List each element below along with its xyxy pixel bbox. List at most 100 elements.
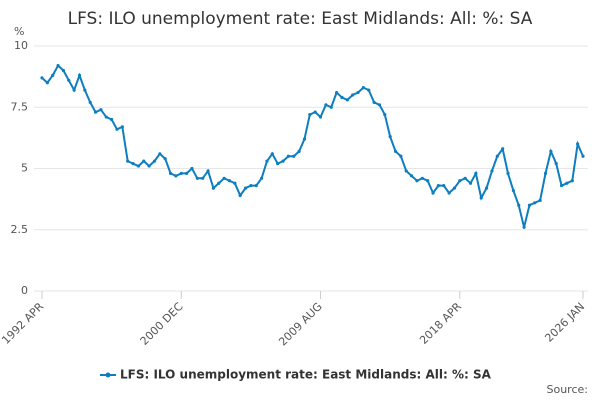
x-tick-label: 2000 DEC <box>138 300 186 348</box>
point <box>399 154 403 158</box>
point <box>576 142 580 146</box>
point <box>490 169 494 173</box>
point <box>506 171 510 175</box>
point <box>559 184 564 188</box>
point <box>318 115 323 119</box>
point <box>426 179 430 183</box>
point <box>206 169 210 173</box>
point <box>249 184 253 188</box>
point <box>83 88 87 92</box>
point <box>201 176 205 180</box>
point <box>163 157 167 161</box>
x-tick-label: 1992 APR <box>0 300 46 347</box>
point <box>147 164 151 168</box>
x-tick-label: 2018 APR <box>417 300 464 347</box>
point <box>243 186 248 190</box>
point <box>511 188 515 193</box>
point <box>533 201 537 205</box>
point <box>131 162 135 166</box>
point <box>442 184 446 188</box>
point <box>543 171 548 175</box>
point <box>420 176 424 180</box>
point <box>447 191 451 195</box>
point <box>195 176 199 180</box>
point <box>361 86 365 90</box>
point <box>463 176 467 180</box>
point <box>372 100 376 104</box>
point <box>93 110 98 114</box>
point <box>345 98 349 102</box>
point <box>538 198 542 202</box>
point <box>522 225 526 229</box>
point <box>351 93 355 97</box>
source: Source: <box>547 383 589 396</box>
y-tick-label: 10 <box>14 39 28 52</box>
point <box>474 171 478 175</box>
point <box>404 169 408 173</box>
point <box>260 176 264 180</box>
y-tick-label: 2.5 <box>11 223 29 236</box>
point <box>152 159 157 163</box>
point <box>292 154 296 158</box>
point <box>549 149 553 153</box>
x-tick-label: 2009 AUG <box>276 300 325 349</box>
point <box>468 181 473 185</box>
point <box>281 159 285 163</box>
point <box>484 186 489 190</box>
legend-marker <box>105 372 111 378</box>
point <box>383 113 387 117</box>
point <box>501 147 505 151</box>
point <box>142 159 146 163</box>
point <box>313 110 317 114</box>
point <box>554 162 558 166</box>
point <box>179 171 183 175</box>
point <box>565 181 569 185</box>
point <box>211 186 216 190</box>
point <box>77 73 82 77</box>
point <box>479 196 483 200</box>
point <box>67 78 71 82</box>
point <box>495 154 499 158</box>
point <box>265 159 269 163</box>
point <box>126 159 130 163</box>
point <box>136 164 141 168</box>
y-tick-label: 7.5 <box>11 100 29 113</box>
y-tick-label: 0 <box>21 284 28 297</box>
point <box>222 176 226 180</box>
point <box>238 193 242 198</box>
legend-label: LFS: ILO unemployment rate: East Midland… <box>120 368 492 382</box>
point <box>377 103 382 107</box>
point <box>527 203 532 207</box>
point <box>276 162 280 166</box>
chart-title: LFS: ILO unemployment rate: East Midland… <box>68 9 533 29</box>
point <box>233 181 237 185</box>
point <box>329 105 333 109</box>
point <box>393 149 398 153</box>
point <box>570 179 574 183</box>
point <box>40 76 44 80</box>
point <box>356 90 360 95</box>
point <box>388 135 392 139</box>
point <box>115 127 119 131</box>
point <box>254 184 258 188</box>
point <box>297 149 301 153</box>
y-axis-label: % <box>14 25 24 38</box>
point <box>431 191 435 195</box>
point <box>409 174 414 178</box>
point <box>104 115 108 119</box>
point <box>581 154 585 158</box>
point <box>158 152 162 156</box>
point <box>286 154 290 158</box>
point <box>72 88 76 92</box>
point <box>190 166 194 171</box>
point <box>415 179 419 183</box>
y-tick-label: 5 <box>21 162 28 175</box>
point <box>217 181 221 185</box>
x-tick-label: 2026 JAN <box>542 300 587 345</box>
point <box>185 171 189 175</box>
point <box>367 88 371 92</box>
point <box>436 184 440 188</box>
point <box>51 73 55 77</box>
point <box>458 179 462 183</box>
